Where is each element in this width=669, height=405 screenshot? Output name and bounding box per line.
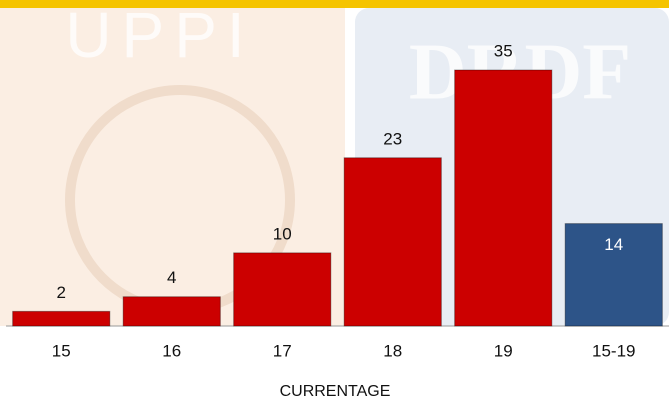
x-tick-label: 15-19 [592, 341, 635, 360]
data-label: 14 [604, 235, 623, 254]
data-label: 2 [57, 283, 66, 302]
data-label: 23 [383, 129, 402, 148]
x-tick-label: 19 [494, 341, 513, 360]
chart: UPPI DRDF CURRENTAGE 1521641710182319351… [0, 0, 669, 405]
watermark-text: UPPI [65, 0, 254, 71]
bar [455, 70, 552, 326]
page: UPPI DRDF CURRENTAGE 1521641710182319351… [0, 0, 669, 405]
x-tick-label: 17 [273, 341, 292, 360]
bar [234, 253, 331, 326]
bar [344, 158, 441, 326]
bar [13, 311, 110, 326]
bar [123, 297, 220, 326]
x-tick-label: 18 [383, 341, 402, 360]
x-tick-label: 16 [162, 341, 181, 360]
x-tick-label: 15 [52, 341, 71, 360]
data-label: 10 [273, 224, 292, 243]
data-label: 4 [167, 268, 176, 287]
top-stripe [0, 0, 669, 8]
data-label: 35 [494, 41, 513, 60]
x-axis-label: CURRENTAGE [280, 383, 391, 400]
